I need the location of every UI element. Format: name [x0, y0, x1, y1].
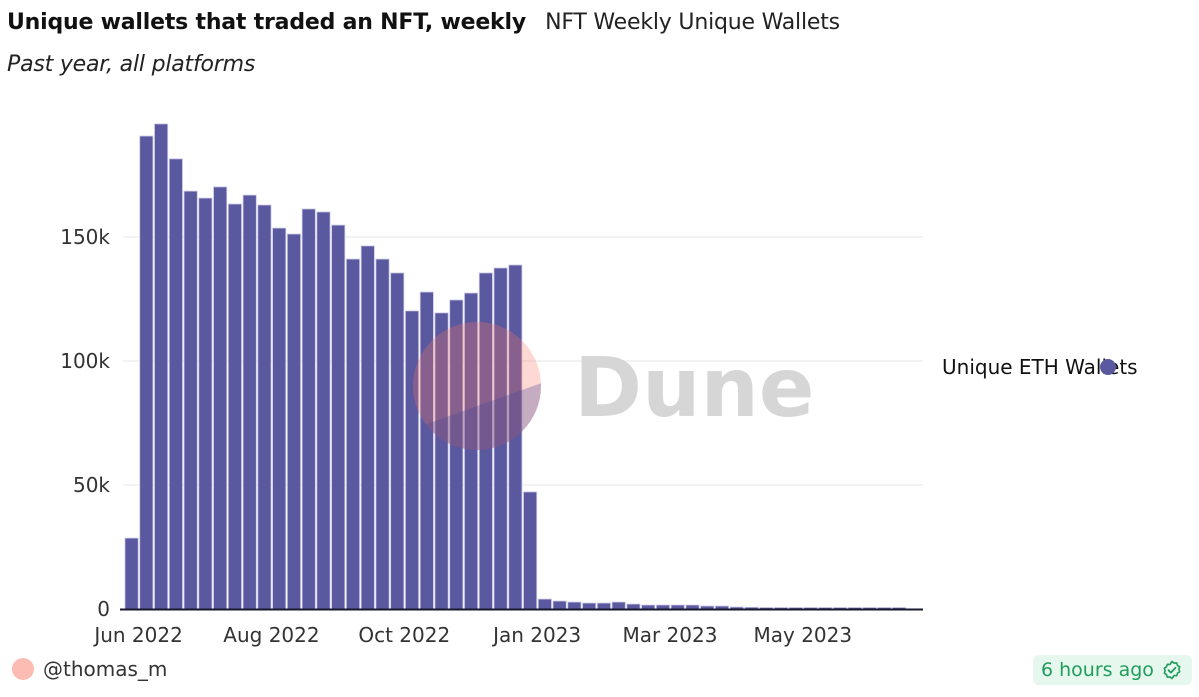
watermark-text: Dune	[574, 341, 814, 436]
y-tick-label: 100k	[60, 349, 110, 373]
bar[interactable]	[582, 602, 597, 610]
bar[interactable]	[139, 135, 154, 610]
x-tick-label: Jan 2023	[491, 623, 581, 647]
bar[interactable]	[331, 224, 346, 610]
bar[interactable]	[168, 158, 183, 610]
bar[interactable]	[286, 233, 301, 610]
bar[interactable]	[641, 604, 656, 610]
bar[interactable]	[183, 190, 198, 610]
avatar	[12, 658, 34, 680]
y-tick-label: 50k	[73, 473, 110, 497]
author-name[interactable]: @thomas_m	[43, 657, 168, 681]
bar[interactable]	[316, 211, 331, 610]
dune-watermark: Dune	[413, 322, 814, 450]
x-tick-label: Oct 2022	[358, 623, 450, 647]
updated-badge: 6 hours ago	[1033, 655, 1192, 685]
bar[interactable]	[523, 491, 538, 610]
bar[interactable]	[685, 604, 700, 610]
bar[interactable]	[257, 204, 272, 610]
query-name[interactable]: NFT Weekly Unique Wallets	[545, 10, 840, 35]
bar[interactable]	[419, 291, 434, 610]
bar[interactable]	[360, 245, 375, 610]
bar[interactable]	[552, 600, 567, 610]
bar[interactable]	[670, 604, 685, 610]
y-axis: 0 50k 100k 150k	[60, 225, 110, 621]
bar[interactable]	[655, 604, 670, 610]
author-link[interactable]: @thomas_m	[12, 657, 167, 681]
bar[interactable]	[227, 203, 242, 610]
bar[interactable]	[154, 123, 169, 610]
y-tick-label: 0	[97, 597, 110, 621]
updated-time: 6 hours ago	[1041, 659, 1154, 681]
bar[interactable]	[345, 258, 360, 610]
bar[interactable]	[611, 601, 626, 610]
x-tick-label: May 2023	[753, 623, 852, 647]
bar[interactable]	[213, 186, 228, 610]
bar[interactable]	[301, 208, 316, 610]
x-tick-label: Jun 2022	[92, 623, 183, 647]
verified-badge-icon	[1163, 660, 1181, 680]
bar[interactable]	[375, 258, 390, 610]
bar[interactable]	[567, 601, 582, 610]
legend-swatch-icon	[1100, 359, 1116, 375]
bar[interactable]	[272, 227, 287, 610]
bar[interactable]	[596, 602, 611, 610]
chart-title: Unique wallets that traded an NFT, weekl…	[7, 10, 526, 35]
bar[interactable]	[537, 598, 552, 610]
chart-subtitle: Past year, all platforms	[7, 52, 256, 77]
x-tick-label: Aug 2022	[223, 623, 319, 647]
x-tick-label: Mar 2023	[622, 623, 717, 647]
bar[interactable]	[242, 194, 257, 610]
bar[interactable]	[405, 310, 420, 610]
x-axis: Jun 2022 Aug 2022 Oct 2022 Jan 2023 Mar 2023…	[92, 623, 852, 647]
bar[interactable]	[198, 197, 213, 610]
bar-series	[124, 123, 907, 610]
legend: Unique ETH Wallets	[942, 355, 1138, 379]
y-tick-label: 150k	[60, 225, 110, 249]
chart-header: Unique wallets that traded an NFT, weekl…	[7, 10, 840, 35]
bar[interactable]	[124, 537, 139, 610]
bar[interactable]	[626, 603, 641, 610]
bar[interactable]	[390, 272, 405, 610]
